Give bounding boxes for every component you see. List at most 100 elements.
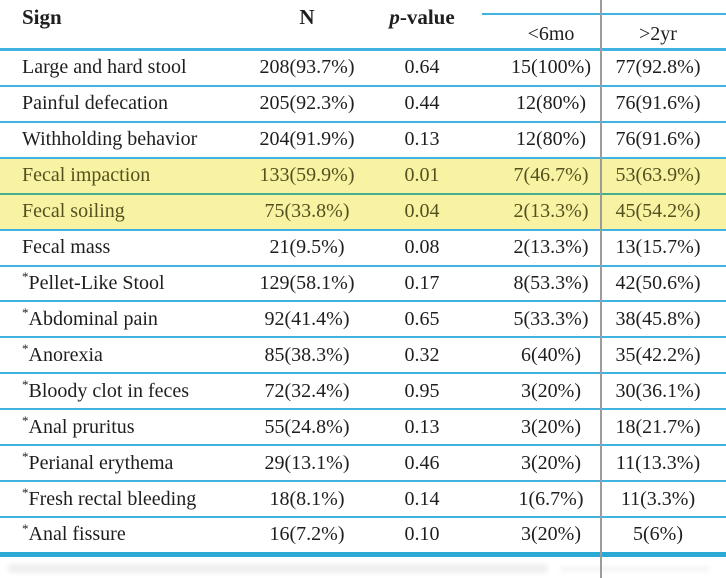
sign-cell: Large and hard stool bbox=[0, 51, 230, 85]
over-2yr-cell: 38(45.8%) bbox=[615, 307, 701, 330]
sign-label: Perianal erythema bbox=[28, 451, 174, 474]
sign-cell: Withholding behavior bbox=[0, 123, 230, 157]
sign-label: Fecal soiling bbox=[22, 200, 125, 223]
over-2yr-cell: 13(15.7%) bbox=[615, 236, 701, 259]
p-value-cell: 0.13 bbox=[404, 415, 440, 438]
over-2yr-cell: 42(50.6%) bbox=[615, 271, 701, 294]
over-2yr-cell: 5(6%) bbox=[633, 523, 683, 546]
p-value-cell: 0.08 bbox=[404, 236, 440, 259]
n-cell: 92(41.4%) bbox=[264, 307, 350, 330]
n-cell: 29(13.1%) bbox=[264, 451, 350, 474]
over-2yr-cell: 11(3.3%) bbox=[620, 487, 696, 510]
age-column-divider-rule bbox=[600, 0, 602, 578]
n-cell: 18(8.1%) bbox=[269, 487, 345, 510]
table-row: * Anorexia 85(38.3%) 0.32 6(40%) 35(42.2%… bbox=[0, 338, 726, 375]
over-2yr-cell: 35(42.2%) bbox=[615, 343, 701, 366]
sign-cell: Fecal impaction bbox=[0, 159, 230, 193]
p-value-cell: 0.32 bbox=[404, 343, 440, 366]
over-2yr-cell: 76(91.6%) bbox=[615, 92, 701, 115]
sign-label: Anal fissure bbox=[28, 523, 126, 546]
p-value-cell: 0.64 bbox=[404, 56, 440, 79]
over-2yr-cell: 18(21.7%) bbox=[615, 415, 701, 438]
table-row: Painful defecation 205(92.3%) 0.44 12(80… bbox=[0, 87, 726, 123]
under-6mo-cell: 6(40%) bbox=[521, 343, 581, 366]
n-cell: 133(59.9%) bbox=[259, 164, 355, 187]
n-cell: 21(9.5%) bbox=[269, 236, 345, 259]
n-cell: 16(7.2%) bbox=[269, 523, 345, 546]
sign-cell: Fecal mass bbox=[0, 231, 230, 265]
scan-smudge bbox=[560, 566, 710, 572]
p-value-cell: 0.13 bbox=[404, 128, 440, 151]
under-6mo-cell: 3(20%) bbox=[521, 523, 581, 546]
table-row: * Pellet-Like Stool 129(58.1%) 0.17 8(53.… bbox=[0, 267, 726, 303]
under-6mo-cell: 3(20%) bbox=[521, 451, 581, 474]
column-header-over-2yr: >2yr bbox=[639, 23, 677, 45]
bottom-rule bbox=[0, 552, 726, 557]
column-header-sign: Sign bbox=[22, 5, 62, 29]
p-value-cell: 0.65 bbox=[404, 307, 440, 330]
scan-smudge bbox=[8, 564, 548, 573]
sign-cell: * Pellet-Like Stool bbox=[22, 269, 165, 294]
n-cell: 205(92.3%) bbox=[259, 92, 355, 115]
sign-label: Pellet-Like Stool bbox=[28, 271, 165, 294]
sign-label: Withholding behavior bbox=[22, 128, 198, 151]
n-cell: 204(91.9%) bbox=[259, 128, 355, 151]
sign-label: Anal pruritus bbox=[28, 415, 135, 438]
under-6mo-cell: 3(20%) bbox=[521, 379, 581, 402]
table-row: * Bloody clot in feces 72(32.4%) 0.95 3(2… bbox=[0, 374, 726, 411]
over-2yr-cell: 53(63.9%) bbox=[615, 164, 701, 187]
n-cell: 75(33.8%) bbox=[264, 200, 350, 223]
sign-cell: * Bloody clot in feces bbox=[22, 377, 190, 402]
p-value-cell: 0.46 bbox=[404, 451, 440, 474]
p-value-rest-part: -value bbox=[399, 5, 455, 29]
over-2yr-cell: 11(13.3%) bbox=[615, 451, 701, 474]
over-2yr-cell: 30(36.1%) bbox=[615, 379, 701, 402]
table-row: Fecal impaction 133(59.9%) 0.01 7(46.7%)… bbox=[0, 158, 726, 195]
under-6mo-cell: 8(53.3%) bbox=[513, 271, 589, 294]
sign-label: Fresh rectal bleeding bbox=[28, 487, 197, 510]
n-cell: 208(93.7%) bbox=[259, 56, 355, 79]
sign-label: Abdominal pain bbox=[28, 307, 158, 330]
sign-cell: Fecal soiling bbox=[0, 195, 230, 229]
under-6mo-cell: 3(20%) bbox=[521, 415, 581, 438]
under-6mo-cell: 1(6.7%) bbox=[518, 487, 584, 510]
p-value-cell: 0.44 bbox=[404, 92, 440, 115]
under-6mo-cell: 5(33.3%) bbox=[513, 307, 589, 330]
sign-cell: * Abdominal pain bbox=[22, 305, 158, 330]
under-6mo-cell: 7(46.7%) bbox=[513, 164, 589, 187]
table-row: * Perianal erythema 29(13.1%) 0.46 3(20%)… bbox=[0, 446, 726, 483]
table-row: * Abdominal pain 92(41.4%) 0.65 5(33.3%) … bbox=[0, 302, 726, 339]
p-value-cell: 0.10 bbox=[404, 523, 440, 546]
p-value-cell: 0.14 bbox=[404, 487, 440, 510]
table-row: Fecal soiling 75(33.8%) 0.04 2(13.3%) 45… bbox=[0, 194, 726, 231]
table-row: Withholding behavior 204(91.9%) 0.13 12(… bbox=[0, 123, 726, 159]
sign-cell: * Anal pruritus bbox=[22, 413, 135, 438]
column-header-p-value: p-value bbox=[384, 2, 460, 32]
table-row: * Anal pruritus 55(24.8%) 0.13 3(20%) 18(… bbox=[0, 410, 726, 447]
over-2yr-cell: 45(54.2%) bbox=[615, 200, 701, 223]
table-row: Large and hard stool 208(93.7%) 0.64 15(… bbox=[0, 51, 726, 87]
sign-cell: * Anorexia bbox=[22, 341, 103, 366]
table-row: * Anal fissure 16(7.2%) 0.10 3(20%) 5(6%) bbox=[0, 518, 726, 552]
n-cell: 55(24.8%) bbox=[264, 415, 350, 438]
sign-cell: Painful defecation bbox=[0, 87, 230, 121]
under-6mo-cell: 12(80%) bbox=[516, 128, 586, 151]
p-value-cell: 0.95 bbox=[404, 379, 440, 402]
sign-cell: * Anal fissure bbox=[22, 520, 126, 546]
under-6mo-cell: 12(80%) bbox=[516, 92, 586, 115]
sign-label: Painful defecation bbox=[22, 92, 169, 115]
age-group-spanner-rule bbox=[482, 13, 726, 15]
n-cell: 72(32.4%) bbox=[264, 379, 350, 402]
over-2yr-cell: 76(91.6%) bbox=[615, 128, 701, 151]
table-row: Fecal mass 21(9.5%) 0.08 2(13.3%) 13(15.… bbox=[0, 231, 726, 267]
sign-cell: * Fresh rectal bleeding bbox=[22, 485, 197, 510]
under-6mo-cell: 15(100%) bbox=[511, 56, 591, 79]
sign-label: Large and hard stool bbox=[22, 56, 187, 79]
p-value-italic-part: p bbox=[389, 5, 400, 29]
n-cell: 129(58.1%) bbox=[259, 271, 355, 294]
column-header-under-6mo: <6mo bbox=[527, 23, 575, 45]
sign-label: Anorexia bbox=[28, 343, 103, 366]
over-2yr-cell: 77(92.8%) bbox=[615, 56, 701, 79]
sign-cell: * Perianal erythema bbox=[22, 449, 174, 474]
